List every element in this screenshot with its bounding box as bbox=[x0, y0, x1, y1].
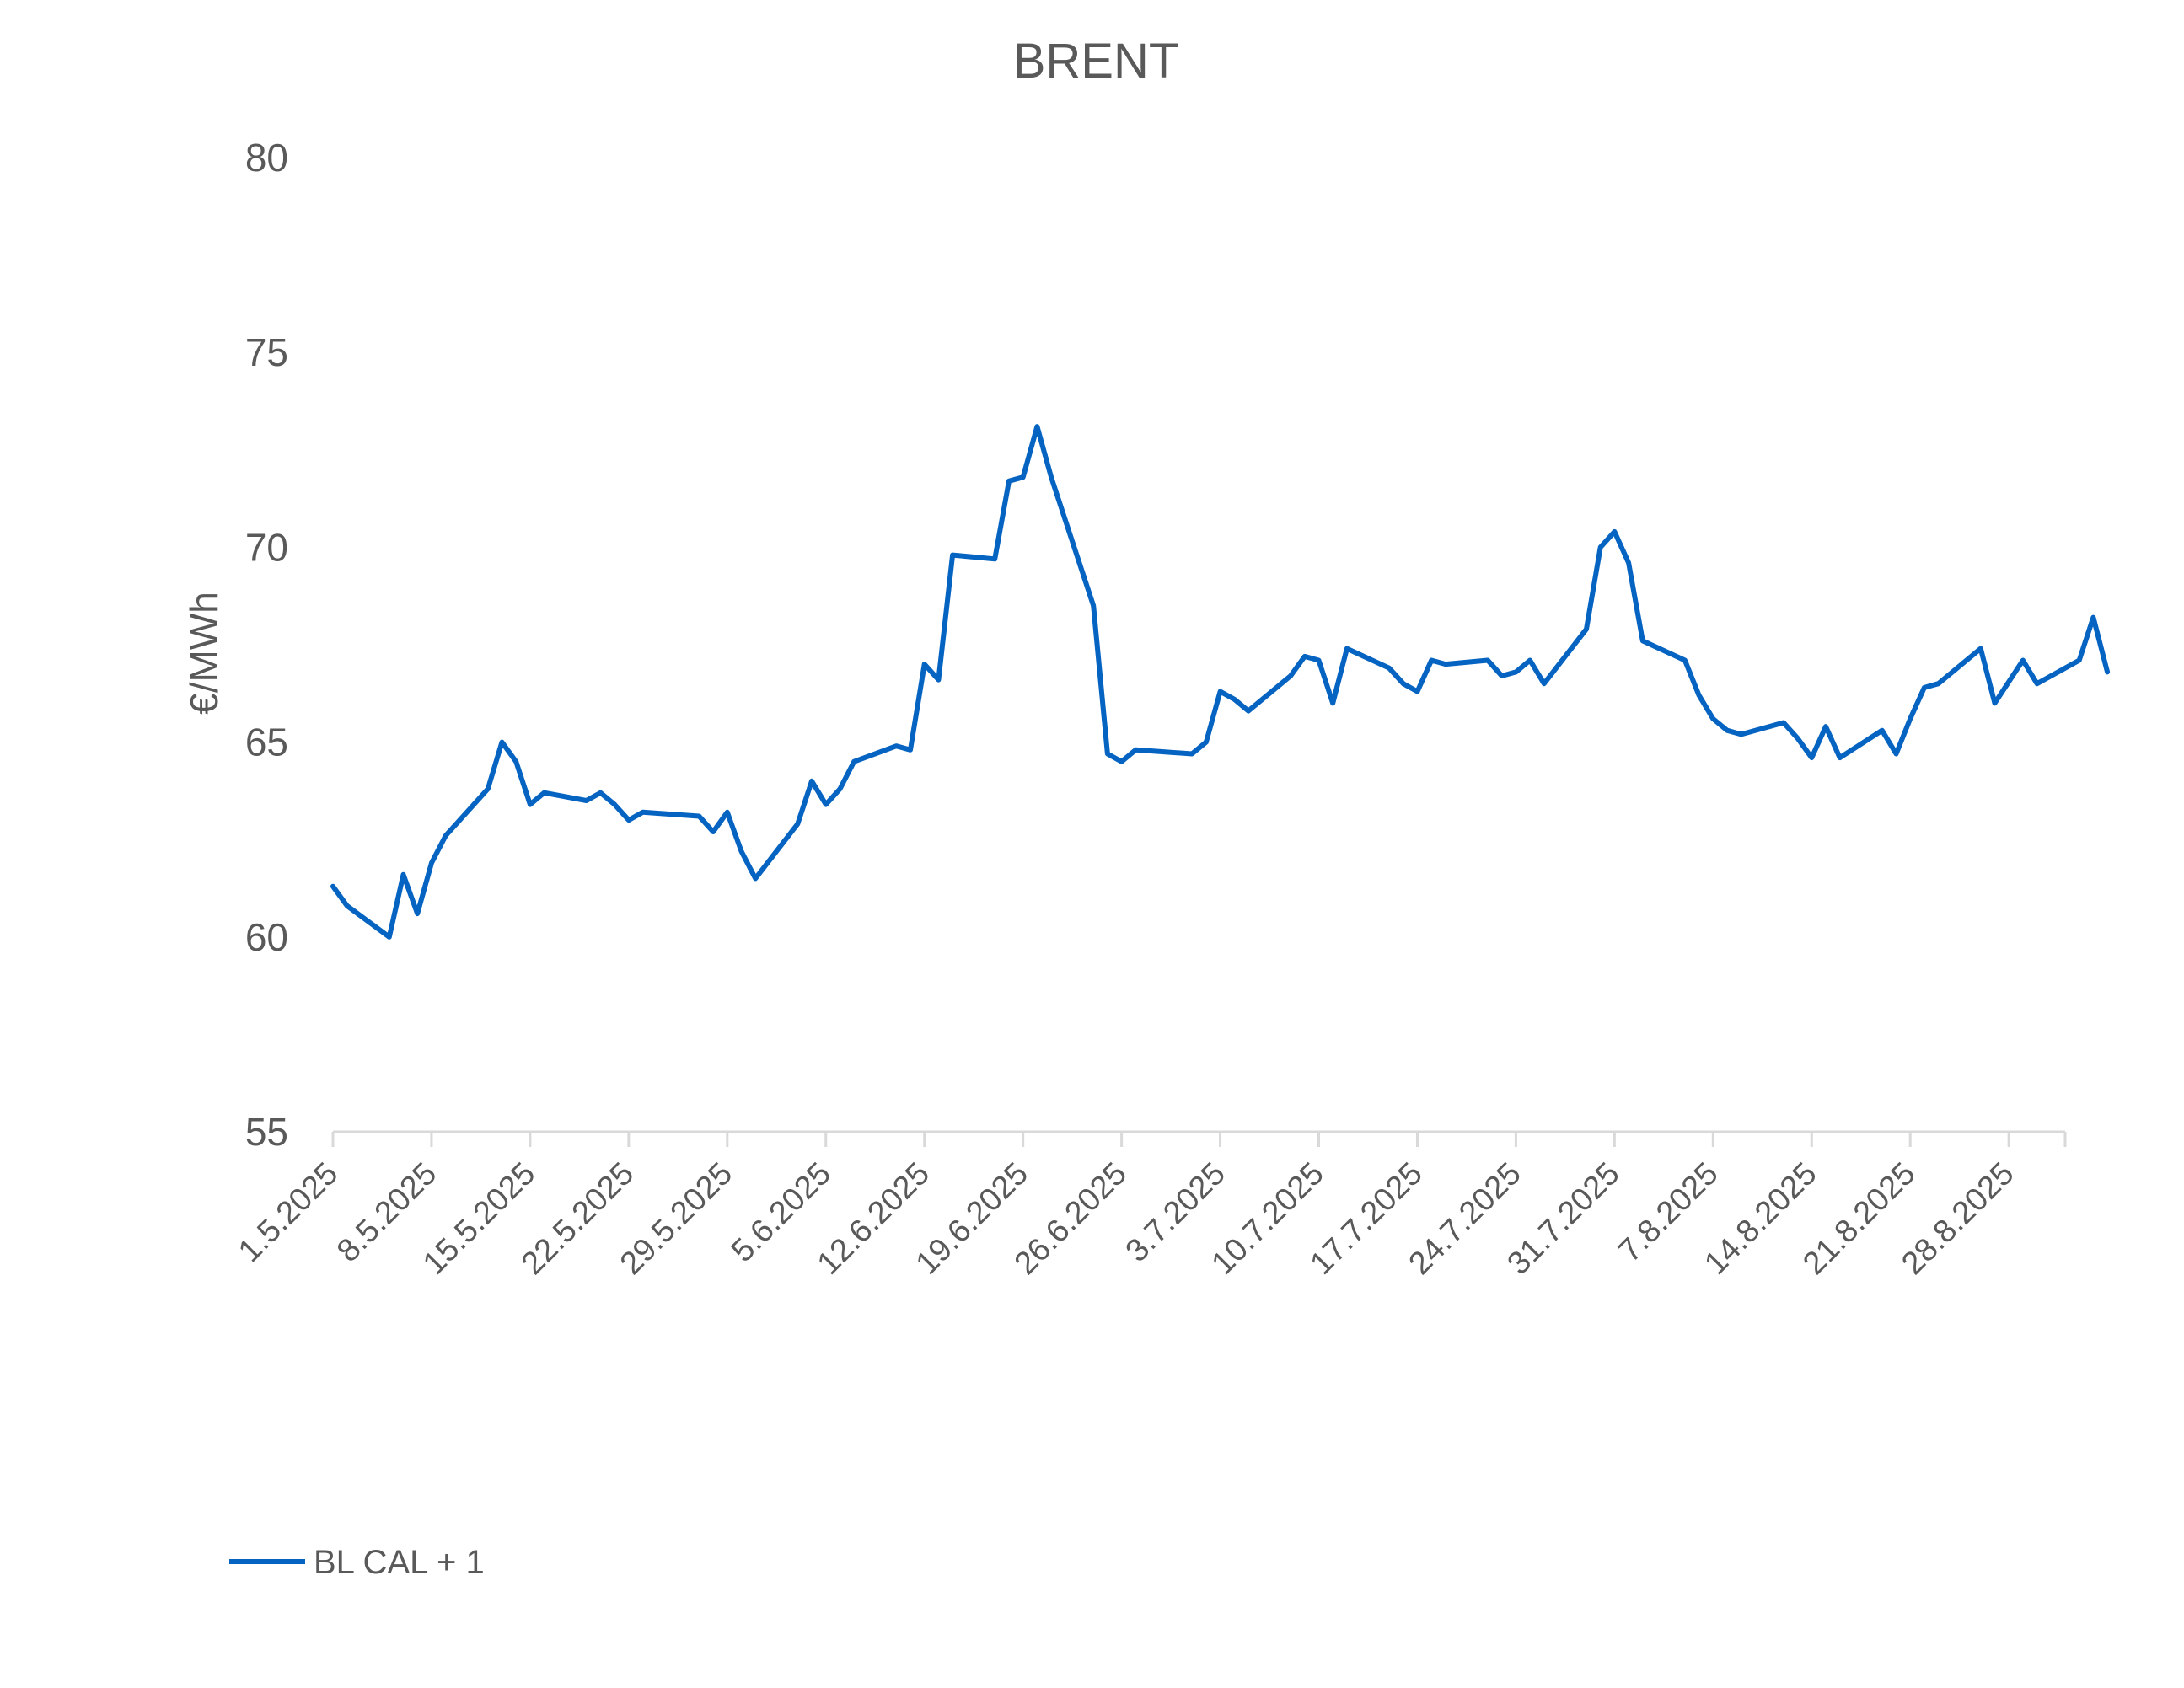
x-axis: 1.5.20258.5.202515.5.202522.5.202529.5.2… bbox=[232, 1130, 2067, 1282]
series-line bbox=[330, 424, 2111, 940]
y-tick-label: 70 bbox=[245, 525, 288, 569]
y-tick-label: 60 bbox=[245, 915, 288, 959]
legend-label: BL CAL + 1 bbox=[314, 1544, 485, 1581]
y-tick-label: 80 bbox=[245, 136, 288, 180]
y-axis: 55 60 65 70 75 80 bbox=[245, 136, 288, 1154]
y-tick-label: 65 bbox=[245, 721, 288, 764]
plot-area bbox=[330, 424, 2111, 940]
y-tick-label: 75 bbox=[245, 330, 288, 374]
y-tick-label: 55 bbox=[245, 1110, 288, 1154]
chart-title: BRENT bbox=[1013, 34, 1179, 88]
y-axis-label: €/MWh bbox=[182, 592, 226, 715]
legend: BL CAL + 1 bbox=[229, 1544, 485, 1581]
x-tick-label: 1.5.2025 bbox=[232, 1156, 345, 1269]
